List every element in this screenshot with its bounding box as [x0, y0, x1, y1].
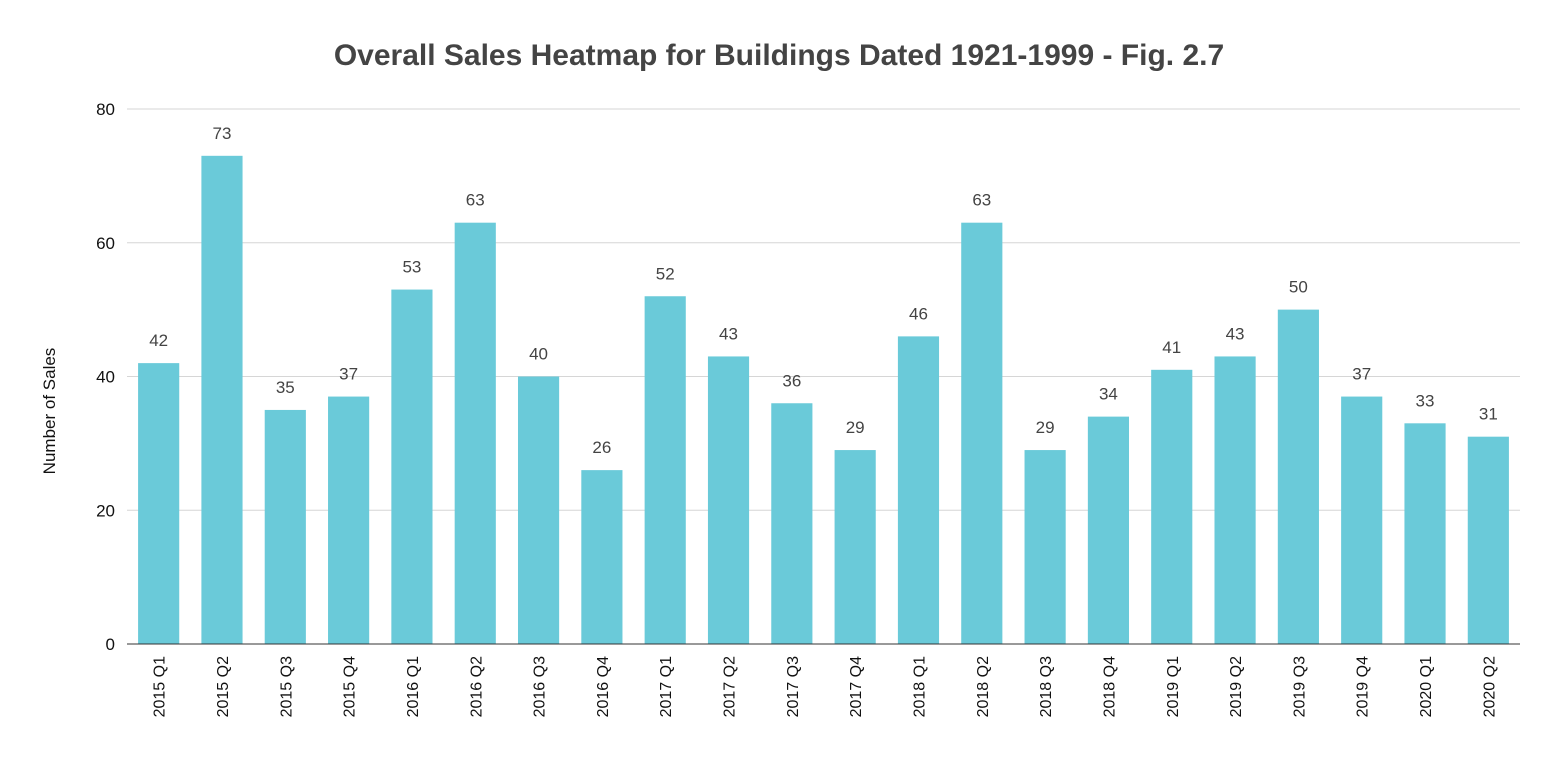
data-label: 26 [592, 438, 611, 457]
data-label: 35 [276, 378, 295, 397]
bar [391, 289, 433, 644]
bar [454, 222, 496, 644]
data-label: 29 [846, 418, 865, 437]
x-tick-label: 2019 Q4 [1355, 656, 1372, 717]
y-tick-label: 40 [96, 368, 115, 387]
x-tick-label: 2018 Q3 [1038, 656, 1055, 717]
data-label: 53 [402, 258, 421, 277]
x-tick-label: 2019 Q3 [1291, 656, 1308, 717]
data-label: 36 [782, 371, 801, 390]
y-axis-title: Number of Sales [40, 348, 59, 475]
bar [707, 356, 750, 644]
data-label: 31 [1479, 405, 1498, 424]
bar [771, 403, 813, 644]
bar [897, 336, 940, 644]
data-label: 63 [466, 191, 485, 210]
data-label: 33 [1416, 391, 1435, 410]
x-tick-label: 2017 Q3 [785, 656, 802, 717]
data-label: 37 [1352, 365, 1371, 384]
bar [1151, 369, 1193, 644]
data-label: 50 [1289, 278, 1308, 297]
x-tick-label: 2018 Q4 [1101, 656, 1118, 717]
data-label: 40 [529, 345, 548, 364]
data-labels: 42 73 35 37 53 63 40 26 52 43 36 29 46 63 29 34 41 43 50 37… [149, 124, 1498, 457]
bar [1087, 416, 1130, 644]
x-tick-label: 2016 Q3 [532, 656, 549, 717]
y-tick-label: 60 [96, 234, 115, 253]
bar [581, 470, 623, 644]
data-label: 43 [719, 324, 738, 343]
y-tick-label: 0 [106, 635, 115, 654]
y-tick-label: 80 [96, 100, 115, 119]
x-tick-label: 2016 Q4 [595, 656, 612, 717]
bar [644, 296, 686, 644]
x-tick-label: 2017 Q1 [658, 656, 675, 717]
bar [138, 363, 180, 644]
bars [138, 155, 1509, 644]
data-label: 41 [1162, 338, 1181, 357]
bar [201, 155, 243, 644]
data-label: 34 [1099, 385, 1118, 404]
bar [1214, 356, 1256, 644]
x-tick-label: 2015 Q3 [278, 656, 295, 717]
x-tick-label: 2015 Q4 [342, 656, 359, 717]
y-tick-label: 20 [96, 501, 115, 520]
x-tick-label: 2018 Q2 [975, 656, 992, 717]
data-label: 37 [339, 365, 358, 384]
data-label: 63 [972, 191, 991, 210]
x-tick-label: 2015 Q2 [215, 656, 232, 717]
x-tick-label: 2020 Q2 [1481, 656, 1498, 717]
data-label: 29 [1036, 418, 1055, 437]
x-tick-label: 2016 Q2 [468, 656, 485, 717]
x-tick-label: 2018 Q1 [911, 656, 928, 717]
data-label: 52 [656, 264, 675, 283]
data-label: 43 [1226, 324, 1245, 343]
bar [264, 409, 306, 644]
bar [328, 396, 370, 644]
bar [1404, 423, 1446, 644]
data-label: 73 [213, 124, 232, 143]
x-axis-ticks: 2015 Q1 2015 Q2 2015 Q3 2015 Q4 2016 Q1 2016 … [152, 656, 1499, 717]
bar [1277, 309, 1319, 644]
x-tick-label: 2015 Q1 [152, 656, 169, 717]
bar [517, 376, 560, 644]
x-tick-label: 2019 Q2 [1228, 656, 1245, 717]
y-axis-ticks: 0 20 40 60 80 [96, 100, 115, 654]
x-tick-label: 2020 Q1 [1418, 656, 1435, 717]
x-tick-label: 2016 Q1 [405, 656, 422, 717]
bar [834, 450, 876, 644]
x-tick-label: 2017 Q4 [848, 656, 865, 717]
data-label: 42 [149, 331, 168, 350]
x-tick-label: 2017 Q2 [722, 656, 739, 717]
bar [1341, 396, 1383, 644]
bar [961, 222, 1003, 644]
bar [1024, 450, 1066, 644]
x-tick-label: 2019 Q1 [1165, 656, 1182, 717]
bar [1467, 436, 1509, 644]
data-label: 46 [909, 304, 928, 323]
chart-title: Overall Sales Heatmap for Buildings Date… [334, 39, 1224, 72]
